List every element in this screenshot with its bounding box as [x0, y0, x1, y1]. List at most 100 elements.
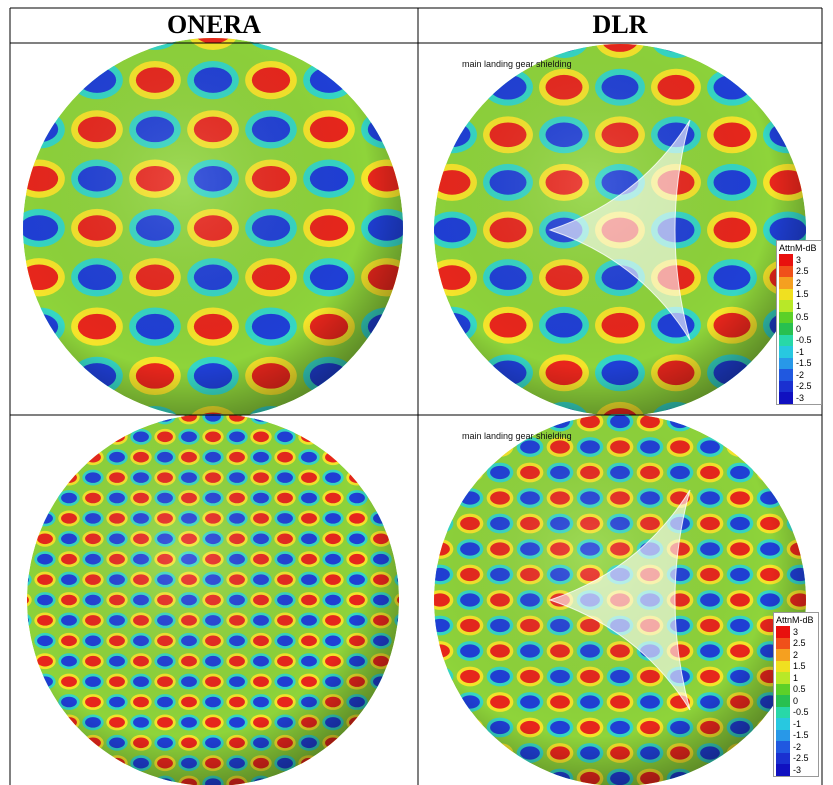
pattern-blob: [27, 553, 29, 565]
legend-row: -2: [777, 369, 821, 381]
pattern-blob: [37, 431, 53, 443]
pattern-blob: [85, 757, 101, 769]
pattern-blob: [770, 0, 807, 4]
pattern-halo: [397, 514, 424, 534]
pattern-blob: [27, 594, 29, 606]
sphere-shade: [23, 38, 403, 418]
pattern-halo: [34, 469, 56, 486]
legend-row: -2.5: [777, 380, 821, 392]
pattern-halo: [418, 735, 439, 751]
color-legend: AttnM-dB 3 2.5 2 1.5 1 0.5 0 -0.5 -1 -1.5 -2 -2.5 -3: [773, 612, 819, 777]
legend-row: 1.5: [777, 288, 821, 300]
pattern-blob: [760, 465, 780, 480]
pattern-blob: [421, 636, 437, 647]
pattern-halo: [130, 775, 152, 785]
pattern-blob: [349, 414, 365, 422]
pattern-blob: [0, 615, 5, 626]
pattern-halo: [786, 437, 806, 457]
pattern-halo: [82, 414, 104, 425]
legend-row: 2.5: [777, 265, 821, 277]
pattern-blob: [434, 669, 450, 684]
pattern-halo: [418, 776, 439, 785]
pattern-halo: [27, 653, 32, 670]
pattern-halo: [419, 0, 471, 1]
pattern-blob: [714, 0, 751, 4]
pattern-halo: [58, 414, 80, 425]
pattern-blob: [434, 465, 450, 480]
pattern-halo: [361, 356, 403, 396]
pattern-blob: [109, 778, 125, 785]
pattern-halo: [595, 0, 645, 10]
pattern-halo: [303, 406, 355, 418]
pattern-halo: [303, 0, 355, 1]
pattern-halo: [763, 401, 806, 416]
pattern-halo: [819, 164, 833, 201]
pattern-halo: [0, 653, 8, 669]
pattern-halo: [129, 0, 181, 1]
pattern-blob: [421, 472, 437, 483]
pattern-blob: [397, 737, 399, 749]
pattern-halo: [456, 768, 484, 785]
column-header: DLR: [592, 10, 648, 39]
pattern-blob: [434, 746, 450, 760]
pattern-halo: [394, 775, 399, 785]
pattern-halo: [486, 768, 514, 785]
pattern-blob: [397, 431, 399, 443]
pattern-blob: [434, 440, 450, 454]
pattern-blob: [85, 414, 101, 422]
pattern-halo: [418, 633, 439, 649]
pattern-blob: [760, 440, 780, 454]
pattern-blob: [400, 772, 420, 785]
pattern-halo: [130, 414, 152, 425]
pattern-blob: [421, 452, 437, 463]
pattern-halo: [13, 0, 65, 1]
pattern-halo: [274, 775, 296, 785]
pattern-blob: [700, 414, 720, 429]
pattern-blob: [325, 431, 341, 443]
pattern-halo: [419, 455, 471, 493]
pattern-blob: [349, 737, 365, 749]
pattern-blob: [378, 360, 415, 385]
pattern-halo: [367, 386, 394, 406]
annotation: main landing gear shielding: [462, 431, 572, 441]
pattern-halo: [457, 386, 484, 406]
pattern-blob: [397, 414, 399, 422]
pattern-blob: [37, 492, 53, 504]
pattern-halo: [397, 437, 424, 457]
pattern-halo: [367, 769, 394, 785]
pattern-blob: [0, 432, 5, 443]
pattern-blob: [400, 593, 420, 606]
legend-label: 2.5: [793, 638, 806, 649]
pattern-blob: [826, 75, 833, 100]
pattern-halo: [394, 469, 399, 486]
pattern-blob: [373, 737, 389, 749]
pattern-halo: [394, 510, 399, 527]
pattern-halo: [397, 539, 424, 559]
pattern-blob: [61, 431, 77, 443]
pattern-halo: [0, 490, 8, 506]
pattern-blob: [546, 0, 583, 4]
pattern-halo: [418, 653, 439, 669]
legend-label: -0.5: [796, 335, 812, 346]
pattern-blob: [37, 778, 53, 785]
pattern-halo: [418, 674, 439, 690]
pattern-blob: [489, 408, 527, 416]
pattern-blob: [520, 414, 540, 429]
pattern-blob: [730, 746, 750, 760]
pattern-halo: [0, 209, 7, 247]
pattern-halo: [394, 551, 399, 568]
pattern-halo: [0, 572, 8, 588]
pattern-halo: [817, 743, 833, 763]
pattern-halo: [58, 755, 80, 772]
pattern-blob: [730, 771, 750, 785]
legend-row: -1.5: [774, 729, 818, 741]
pattern-blob: [400, 440, 420, 453]
legend-label: 1.5: [793, 661, 806, 672]
pattern-blob: [373, 431, 389, 443]
pattern-halo: [651, 0, 701, 10]
legend-row: -1: [777, 346, 821, 358]
pattern-halo: [763, 68, 806, 106]
pattern-blob: [27, 574, 29, 585]
annotation: main landing gear shielding: [462, 59, 572, 69]
pattern-halo: [58, 734, 80, 751]
